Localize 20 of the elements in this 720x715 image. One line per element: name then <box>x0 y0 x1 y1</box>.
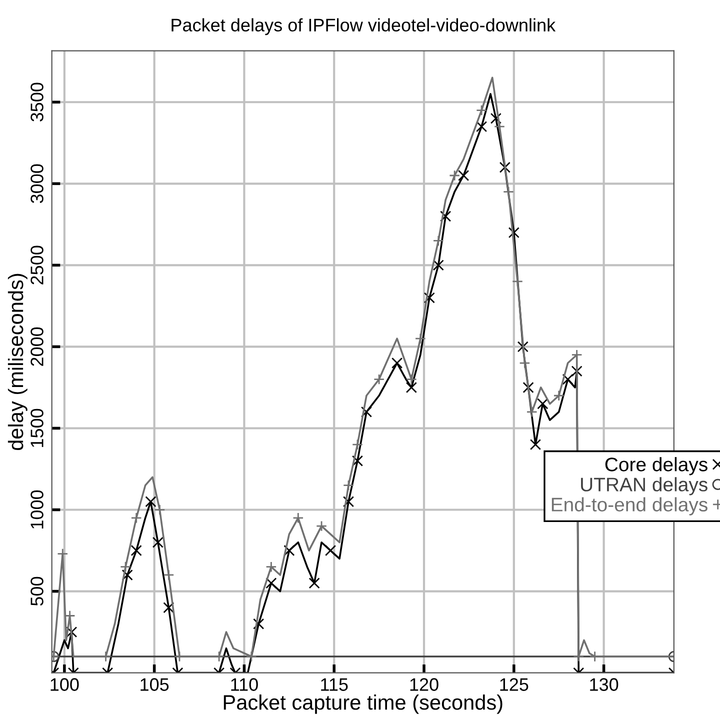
x-tick-label: 130 <box>590 678 618 691</box>
y-tick-label: 2500 <box>30 246 44 284</box>
y-tick-label: 3000 <box>30 164 44 204</box>
y-tick-label: 1500 <box>30 408 44 447</box>
x-tick-label: 100 <box>50 678 79 691</box>
y-axis-title: delay (miliseconds) <box>8 274 28 450</box>
x-tick-label: 120 <box>410 678 438 691</box>
y-tick-label: 3500 <box>30 82 44 122</box>
legend-label: End-to-end delays <box>552 497 708 516</box>
chart-title: Packet delays of IPFlow videotel-video-downlink <box>172 18 556 36</box>
x-tick-label: 125 <box>500 678 528 691</box>
legend-label: UTRAN delays <box>581 477 708 496</box>
y-tick-label: 500 <box>30 576 44 606</box>
legend-label: Core delays <box>605 457 708 476</box>
y-tick-label: 1000 <box>30 490 44 528</box>
x-tick-label: 115 <box>321 678 348 691</box>
x-tick-label: 110 <box>231 678 258 691</box>
y-tick-label: 2000 <box>30 327 44 366</box>
x-axis-title: Packet capture time (seconds) <box>224 694 502 714</box>
x-tick-label: 105 <box>140 678 169 691</box>
